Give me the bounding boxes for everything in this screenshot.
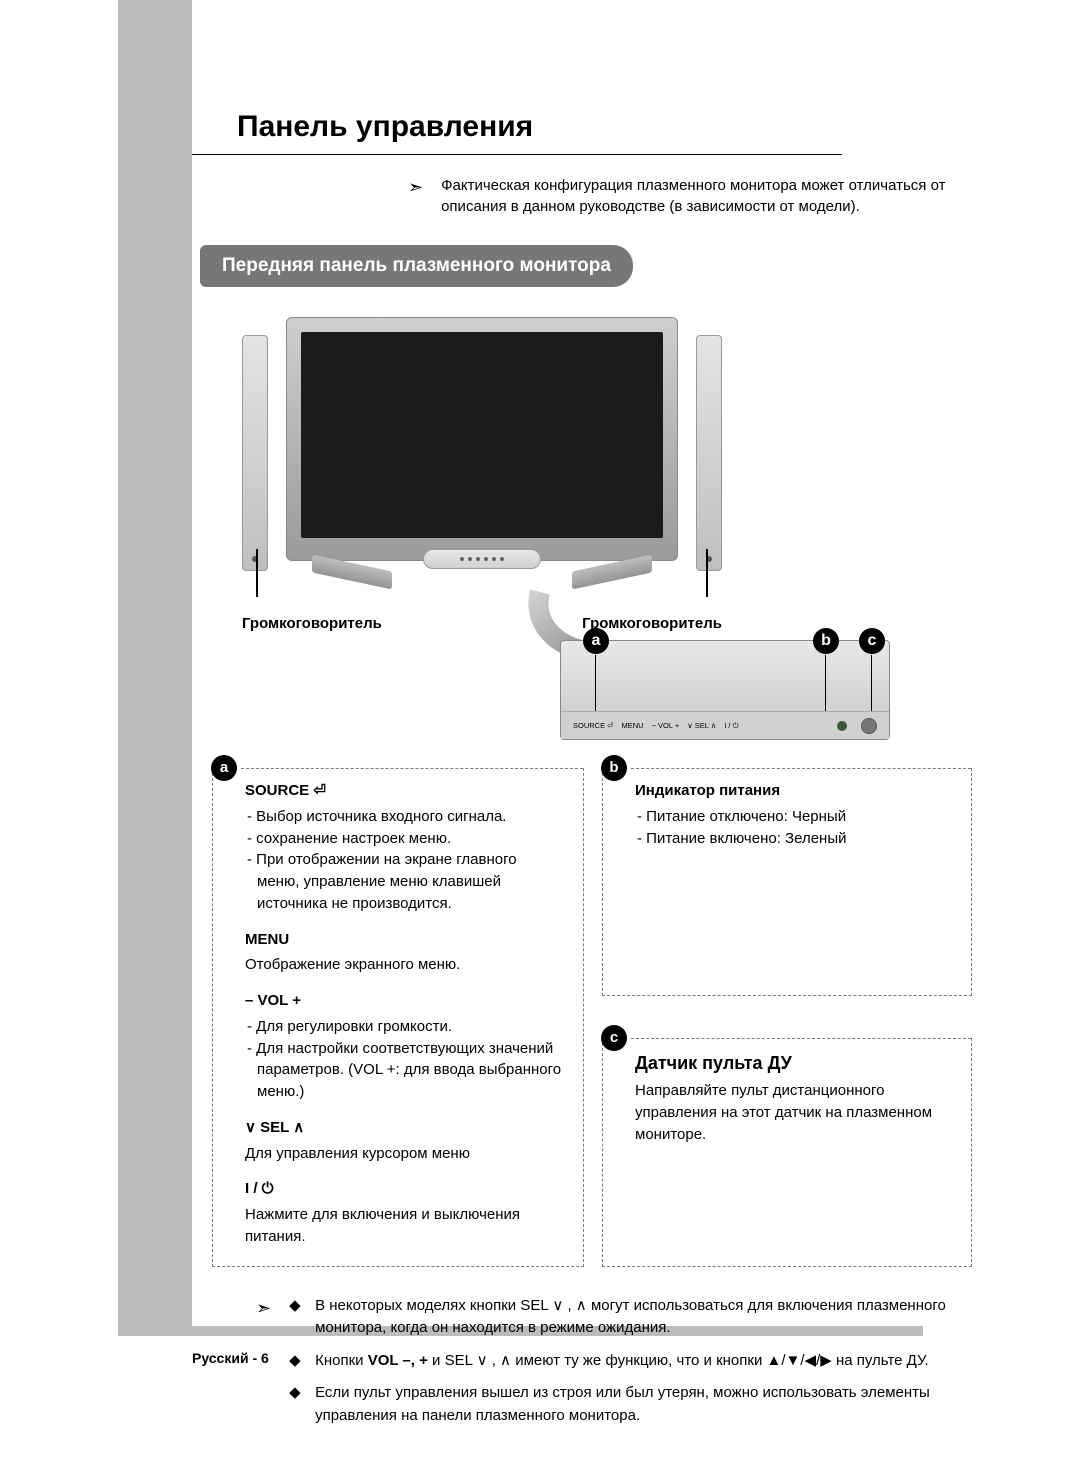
panel-c-title: Датчик пульта ДУ: [635, 1050, 951, 1076]
panel-b-line-1: Питание отключено: Черный: [635, 806, 951, 828]
vol-line-2: Для настройки соответствующих значений п…: [245, 1038, 563, 1103]
section-heading: Передняя панель плазменного монитора: [200, 245, 633, 287]
vol-title: – VOL +: [245, 990, 563, 1012]
menu-title: MENU: [245, 929, 563, 951]
note-3: Если пульт управления вышел из строя или…: [315, 1382, 952, 1427]
strip-source: SOURCE ⏎: [573, 721, 613, 730]
panel-b-badge: b: [601, 755, 627, 781]
control-closeup: a b c SOURCE ⏎ MENU − VOL + ∨ SEL ∧ I / …: [560, 640, 890, 740]
closeup-area: a b c SOURCE ⏎ MENU − VOL + ∨ SEL ∧ I / …: [192, 600, 992, 760]
speaker-left: [242, 335, 268, 571]
page-footer: Русский - 6: [192, 1350, 269, 1366]
strip-vol: − VOL +: [652, 721, 680, 730]
source-line-2: сохранение настроек меню.: [245, 828, 563, 850]
details-columns: a SOURCE ⏎ Выбор источника входного сигн…: [212, 768, 972, 1267]
control-strip: SOURCE ⏎ MENU − VOL + ∨ SEL ∧ I / ⏻: [561, 711, 889, 739]
diamond-bullet-icon: ◆: [289, 1382, 305, 1405]
side-margin-column: [118, 0, 192, 1336]
tv-illustration: [242, 317, 722, 597]
note-arrow-icon: ➣: [256, 1295, 271, 1322]
diamond-bullet-icon: ◆: [289, 1295, 305, 1318]
source-title: SOURCE ⏎: [245, 780, 563, 802]
ir-sensor-icon: [861, 718, 877, 734]
panel-a: a SOURCE ⏎ Выбор источника входного сигн…: [212, 768, 584, 1267]
strip-menu: MENU: [621, 721, 643, 730]
speaker-lead-line-right: [706, 549, 708, 597]
note-2: Кнопки VOL –, + и SEL ∨ , ∧ имеют ту же …: [315, 1350, 929, 1373]
source-line-1: Выбор источника входного сигнала.: [245, 806, 563, 828]
panel-c: c Датчик пульта ДУ Направляйте пульт дис…: [602, 1038, 972, 1266]
panel-b: b Индикатор питания Питание отключено: Ч…: [602, 768, 972, 996]
panel-a-badge: a: [211, 755, 237, 781]
bottom-notes: ➣ ◆ В некоторых моделях кнопки SEL ∨ , ∧…: [256, 1295, 952, 1438]
note-arrow-icon: ➣: [408, 175, 423, 217]
intro-note: ➣ Фактическая конфигурация плазменного м…: [408, 175, 992, 217]
right-stack: b Индикатор питания Питание отключено: Ч…: [602, 768, 972, 1267]
tv-frame: [286, 317, 678, 561]
vol-line-1: Для регулировки громкости.: [245, 1016, 563, 1038]
strip-power: I / ⏻: [724, 721, 738, 731]
intro-note-text: Фактическая конфигурация плазменного мон…: [441, 175, 992, 217]
panel-b-title: Индикатор питания: [635, 780, 951, 802]
page: Панель управления ➣ Фактическая конфигур…: [0, 0, 1080, 1473]
closeup-badge-a: a: [583, 628, 609, 654]
speaker-right: [696, 335, 722, 571]
sel-title: ∨ SEL ∧: [245, 1117, 563, 1139]
panel-b-line-2: Питание включено: Зеленый: [635, 828, 951, 850]
power-desc: Нажмите для включения и выключения питан…: [245, 1204, 563, 1248]
power-led-icon: [837, 721, 847, 731]
page-title: Панель управления: [237, 110, 992, 144]
strip-sel: ∨ SEL ∧: [687, 721, 716, 730]
closeup-badge-c: c: [859, 628, 885, 654]
content-area: Панель управления ➣ Фактическая конфигур…: [192, 0, 992, 1447]
power-title: I / ⏻: [245, 1178, 563, 1200]
closeup-badge-b: b: [813, 628, 839, 654]
source-line-3: При отображении на экране главного меню,…: [245, 849, 563, 914]
menu-desc: Отображение экранного меню.: [245, 954, 563, 976]
title-underline: [192, 154, 842, 155]
tv-screen: [301, 332, 663, 538]
note-1: В некоторых моделях кнопки SEL ∨ , ∧ мог…: [315, 1295, 952, 1340]
speaker-lead-line-left: [256, 549, 258, 597]
diamond-bullet-icon: ◆: [289, 1350, 305, 1373]
sel-desc: Для управления курсором меню: [245, 1143, 563, 1165]
tv-control-pod: [423, 549, 541, 569]
panel-c-desc: Направляйте пульт дистанционного управле…: [635, 1080, 951, 1145]
